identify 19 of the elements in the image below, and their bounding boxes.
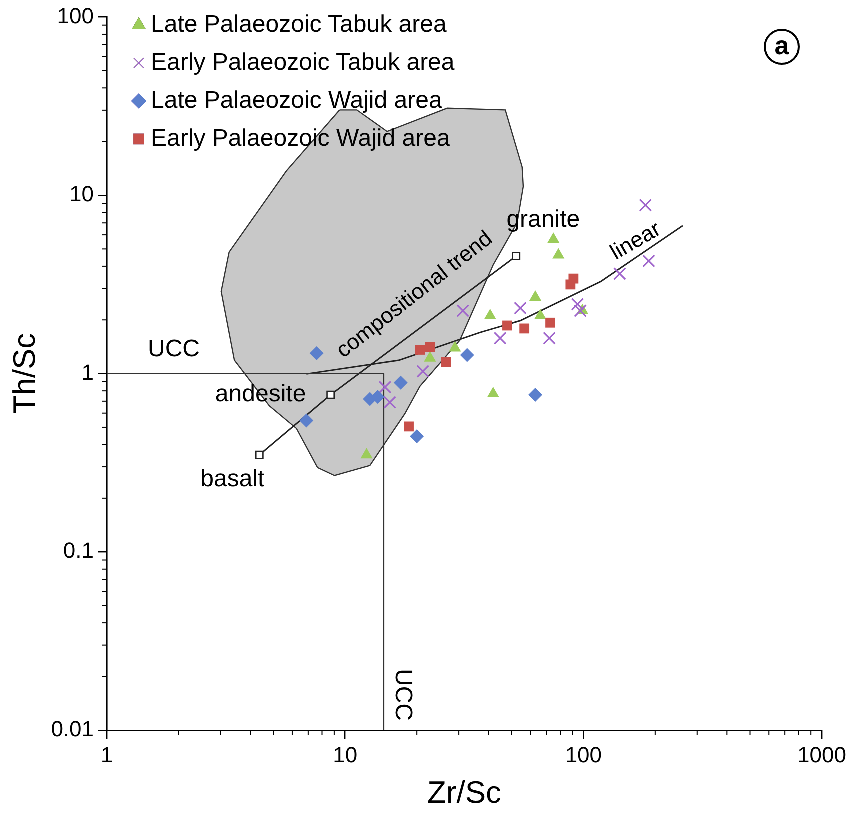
x-tick-label: 10 bbox=[333, 742, 358, 768]
y-tick-label: 1 bbox=[82, 360, 94, 385]
y-tick-label: 0.1 bbox=[63, 538, 94, 564]
x-tick-label: 1 bbox=[100, 742, 114, 768]
y-tick-label: 10 bbox=[70, 182, 94, 207]
y-tick-label: 0.01 bbox=[51, 716, 94, 742]
x-tick-label: 1000 bbox=[798, 742, 846, 768]
y-axis-title: Th/Sc bbox=[7, 333, 42, 414]
legend-label: Early Palaeozoic Tabuk area bbox=[151, 48, 456, 76]
annotation: a bbox=[774, 30, 790, 60]
x-axis-title: Zr/Sc bbox=[427, 774, 502, 810]
annotation: UCC bbox=[390, 668, 418, 721]
annotation: UCC bbox=[148, 335, 200, 362]
y-tick-label: 100 bbox=[57, 3, 94, 28]
annotation: linear bbox=[606, 216, 665, 265]
x-tick-label: 100 bbox=[565, 742, 602, 768]
legend-label: Late Palaeozoic Wajid area bbox=[151, 86, 443, 114]
annotation: basalt bbox=[200, 466, 266, 493]
legend-label: Late Palaeozoic Tabuk area bbox=[151, 10, 448, 38]
